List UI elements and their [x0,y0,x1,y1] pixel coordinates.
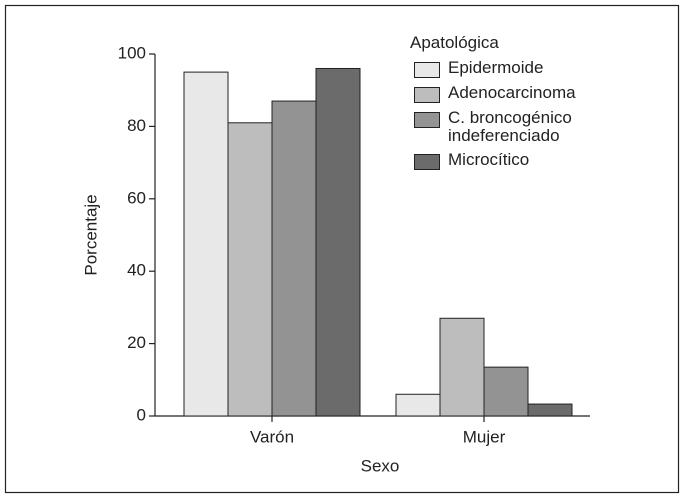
bar [527,403,573,417]
y-tick-label: 0 [137,405,146,424]
bar [395,393,441,417]
legend-item: Epidermoide [410,59,598,78]
legend-item: Microcítico [410,151,598,170]
y-tick-label: 80 [127,116,146,135]
legend-label: Adenocarcinoma [448,83,576,102]
legend-swatch [414,112,440,128]
bar [439,317,485,417]
legend-label: Microcítico [448,150,530,169]
legend-item: Adenocarcinoma [410,84,598,103]
y-tick-label: 40 [127,261,146,280]
bar [315,67,361,417]
bar [271,100,317,417]
y-axis-label: Porcentaje [81,194,100,275]
bar [227,122,273,417]
y-tick-label: 60 [127,188,146,207]
legend: Apatológica Epidermoide Adenocarcinoma C. … [410,33,598,170]
legend-swatch [414,62,440,78]
legend-label: Epidermoide [448,58,544,77]
bar [483,366,529,417]
x-tick-label: Varón [250,427,294,446]
legend-label: C. broncogénico indeferenciado [448,108,572,145]
legend-swatch [414,87,440,103]
x-axis-label: Sexo [361,456,400,475]
legend-swatch [414,154,440,170]
bar [183,71,229,417]
legend-item: C. broncogénico indeferenciado [410,109,598,145]
y-tick-label: 20 [127,333,146,352]
y-tick-label: 100 [118,43,146,62]
x-tick-label: Mujer [463,427,506,446]
legend-title: Apatológica [410,33,499,52]
frame [4,4,680,494]
